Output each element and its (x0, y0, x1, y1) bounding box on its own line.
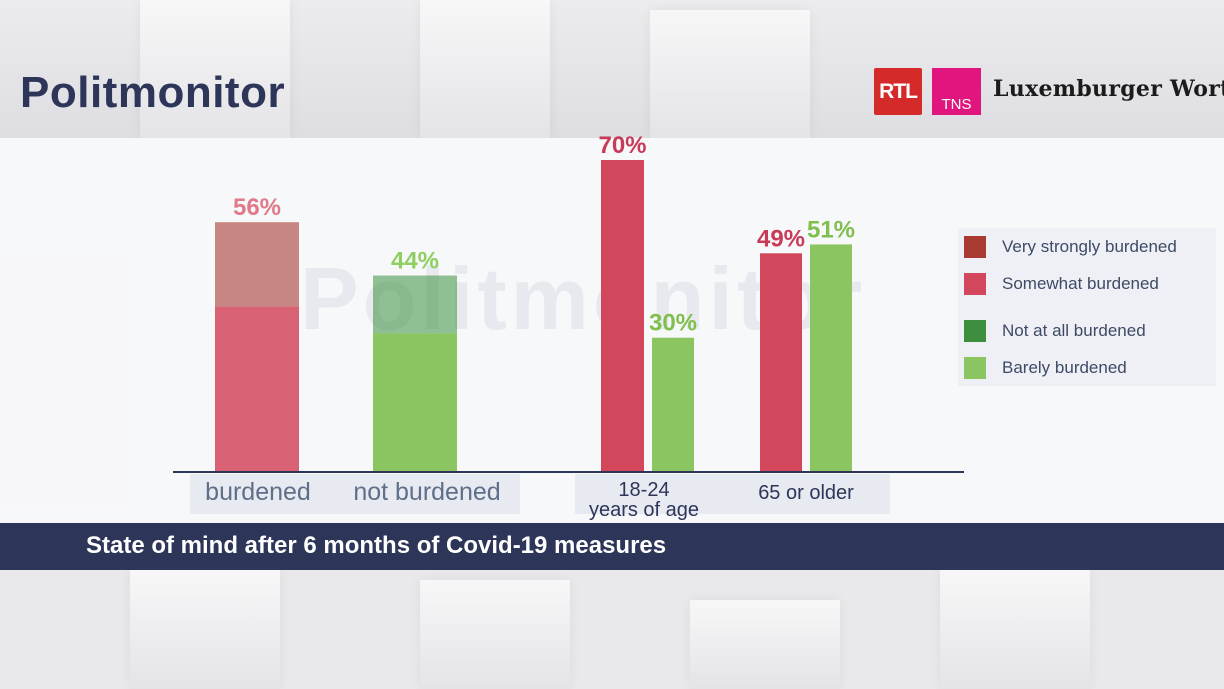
legend-label: Somewhat burdened (1002, 274, 1159, 294)
labels-layer: 56% burdened 44% not burdened 70% 30% 18-24yea… (205, 132, 855, 521)
legend-label: Barely burdened (1002, 358, 1127, 378)
bar-segment (601, 160, 644, 471)
legend-label: Very strongly burdened (1002, 237, 1177, 257)
category-label: not burdened (353, 478, 500, 506)
bar-segment (215, 307, 299, 471)
legend-swatch (964, 320, 986, 342)
bar-segment (373, 276, 457, 334)
category-label: 18-24 (618, 479, 669, 501)
legend-label: Not at all burdened (1002, 321, 1146, 341)
bar-segment (373, 333, 457, 471)
bar-segment (810, 244, 852, 471)
legend-swatch (964, 357, 986, 379)
bar-value-label: 70% (598, 132, 646, 159)
bar-value-label: 56% (233, 194, 281, 221)
legend-item-barely: Barely burdened (964, 357, 1127, 379)
bars-layer (215, 160, 852, 471)
legend-swatch (964, 236, 986, 258)
bar-segment (652, 338, 694, 471)
bar-value-label: 30% (649, 310, 697, 337)
bar-value-label: 51% (807, 216, 855, 243)
legend-item-very-strongly: Very strongly burdened (964, 236, 1177, 258)
bar-value-label: 44% (391, 248, 439, 275)
legend-swatch (964, 273, 986, 295)
legend-item-somewhat: Somewhat burdened (964, 273, 1159, 295)
bar-segment (215, 222, 299, 306)
bar-value-label: 49% (757, 225, 805, 252)
bar-segment (760, 253, 802, 471)
category-label: 65 or older (758, 482, 854, 504)
category-label: years of age (589, 499, 699, 521)
category-label: burdened (205, 478, 311, 506)
chart-subtitle: State of mind after 6 months of Covid-19… (86, 532, 666, 560)
legend-item-not-at-all: Not at all burdened (964, 320, 1146, 342)
legend: Very strongly burdened Somewhat burdened… (958, 228, 1216, 386)
